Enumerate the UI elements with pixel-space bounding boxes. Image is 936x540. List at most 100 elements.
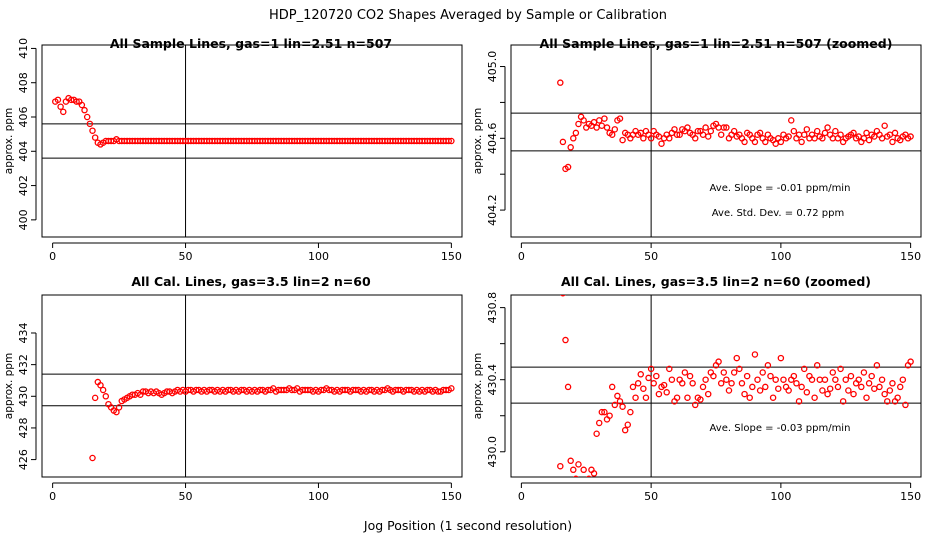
plot-frame [510, 44, 922, 238]
data-point [572, 129, 580, 137]
data-point [564, 383, 572, 391]
data-point [707, 127, 715, 135]
data-point [658, 140, 665, 147]
data-point [842, 376, 849, 383]
data-point [686, 372, 694, 380]
data-point [899, 376, 907, 383]
data-point [697, 396, 704, 403]
data-point [83, 113, 91, 121]
data-point [616, 115, 624, 122]
data-point [886, 387, 894, 394]
data-point [813, 127, 821, 135]
data-point [642, 394, 650, 401]
data-point [896, 383, 904, 391]
data-points [557, 79, 914, 173]
data-point [593, 430, 600, 438]
data-point [730, 369, 738, 376]
data-point [702, 376, 709, 383]
data-point [730, 127, 738, 135]
x-tick-label: 100 [770, 250, 791, 263]
data-point [871, 385, 878, 392]
data-point [863, 394, 870, 401]
data-point [590, 470, 598, 477]
data-point [54, 96, 62, 104]
data-point [865, 136, 873, 144]
data-point [673, 131, 681, 138]
y-tick-label: 400 [17, 209, 30, 230]
data-point [845, 387, 852, 394]
data-point [578, 485, 583, 490]
data-point [860, 369, 868, 376]
data-point [772, 376, 779, 383]
data-point [834, 383, 842, 391]
data-point [445, 137, 452, 145]
data-point [611, 401, 619, 409]
data-point [671, 126, 678, 133]
y-tick-label: 410 [17, 38, 30, 59]
data-point [795, 398, 803, 405]
x-tick-label: 50 [644, 250, 658, 263]
data-point [902, 401, 909, 409]
y-tick-label: 406 [17, 107, 30, 128]
data-point [878, 376, 886, 383]
data-point [570, 466, 577, 474]
data-point [575, 120, 582, 128]
y-tick-label: 428 [17, 417, 30, 438]
data-point [855, 376, 862, 383]
data-point [448, 385, 455, 392]
data-point [621, 426, 629, 434]
data-point [881, 122, 888, 129]
data-point [619, 136, 626, 144]
data-point [684, 394, 691, 401]
data-point [762, 138, 769, 146]
data-point [575, 461, 582, 468]
x-tick-label: 0 [49, 490, 56, 503]
data-point [756, 129, 764, 137]
data-point [598, 122, 606, 129]
data-point [756, 387, 764, 394]
data-point [666, 135, 673, 142]
data-point [873, 362, 881, 369]
x-tick-label: 100 [770, 490, 791, 503]
y-axis-label: approx. ppm [472, 353, 484, 419]
data-point [573, 475, 579, 477]
data-point [868, 372, 875, 380]
data-point [884, 398, 891, 405]
data-point [560, 295, 566, 297]
x-tick-label: 0 [49, 250, 56, 263]
data-point [907, 358, 914, 365]
data-point [598, 408, 606, 416]
data-point [819, 135, 826, 142]
data-point [780, 376, 787, 383]
data-point [694, 127, 702, 135]
data-point [81, 106, 88, 114]
data-point [91, 394, 99, 402]
data-point [837, 365, 844, 373]
data-point [691, 401, 699, 409]
data-point [894, 394, 901, 401]
y-tick-label: 405.0 [486, 51, 499, 83]
data-point [113, 408, 120, 416]
x-tick-label: 0 [518, 250, 525, 263]
stat-annotation: Ave. Slope = -0.01 ppm/min [710, 183, 851, 194]
data-point [73, 98, 80, 105]
data-point [717, 131, 725, 138]
data-point [663, 389, 670, 396]
data-point [691, 135, 699, 142]
data-point [850, 129, 857, 137]
data-point [567, 457, 574, 465]
data-point [681, 369, 689, 376]
data-point [704, 133, 712, 140]
data-point [723, 124, 730, 131]
data-point [593, 124, 600, 131]
data-point [762, 383, 769, 391]
data-point [832, 127, 839, 135]
data-point [616, 398, 624, 405]
data-point [57, 103, 64, 110]
data-point [889, 138, 896, 146]
data-point [777, 138, 785, 146]
data-point [673, 394, 681, 401]
stat-annotation: Ave. Slope = -0.03 ppm/min [710, 423, 851, 434]
data-point [606, 412, 613, 419]
data-point [803, 126, 811, 133]
